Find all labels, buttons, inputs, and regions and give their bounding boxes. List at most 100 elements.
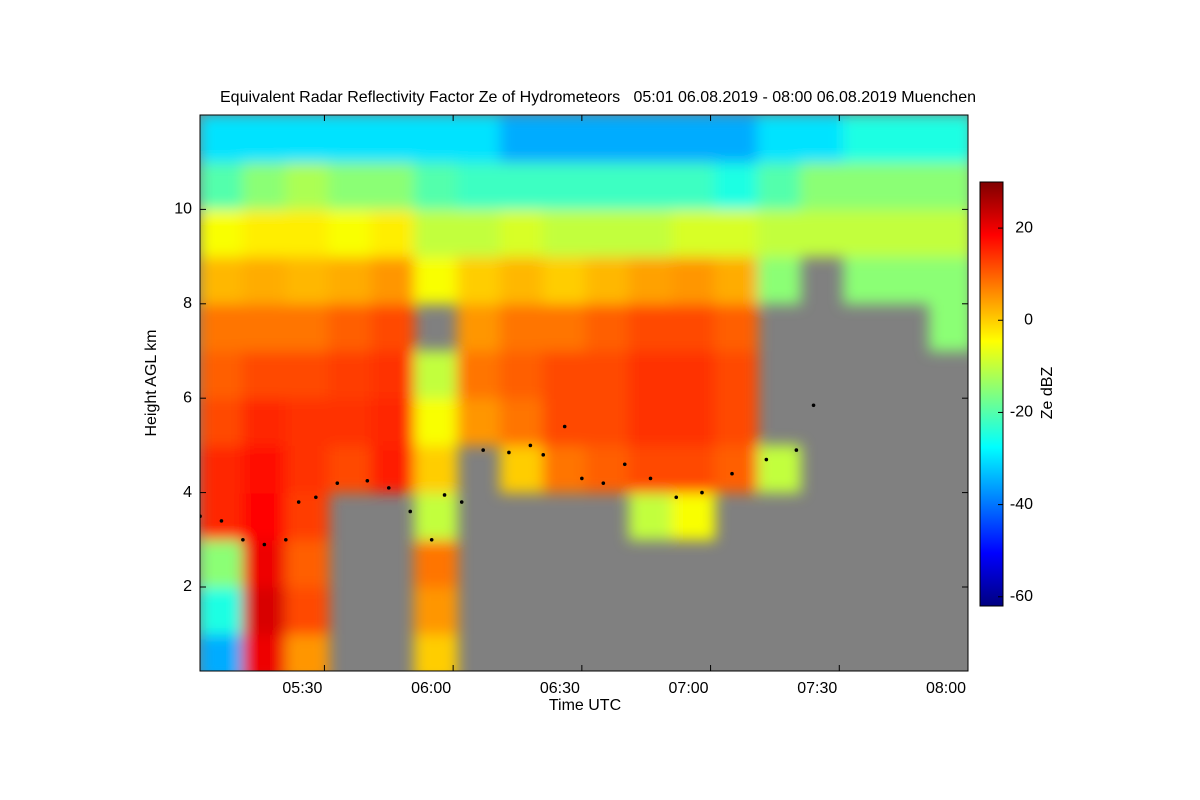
- heatmap-cell: [242, 492, 287, 541]
- heatmap-cell: [542, 256, 587, 305]
- colorbar-tick-label: -60: [1010, 588, 1033, 605]
- heatmap-cell: [499, 161, 544, 210]
- heatmap-cell: [671, 444, 716, 494]
- heatmap-cell: [328, 303, 373, 352]
- x-tick-label: 08:00: [926, 680, 966, 697]
- heatmap-cell: [628, 444, 673, 494]
- heatmap-cell: [371, 208, 416, 258]
- heatmap-cell: [242, 256, 287, 305]
- overlay-point: [648, 476, 653, 481]
- colorbar-tick-label: -40: [1010, 496, 1033, 513]
- overlay-point: [314, 495, 318, 500]
- heatmap-cell: [628, 350, 673, 399]
- heatmap-cell: [628, 161, 673, 210]
- heatmap-cell: [242, 397, 287, 446]
- heatmap-cell: [542, 115, 587, 163]
- heatmap-cell: [242, 586, 287, 635]
- heatmap-cell: [757, 444, 802, 494]
- heatmap-cell: [371, 350, 416, 399]
- heatmap-cell: [285, 539, 330, 588]
- heatmap-cell: [671, 397, 716, 446]
- heatmap-cell: [200, 208, 244, 258]
- heatmap-cell: [757, 208, 802, 258]
- heatmap-cell: [885, 115, 930, 163]
- overlay-point: [528, 443, 533, 448]
- heatmap-cell: [371, 256, 416, 305]
- heatmap-cell: [585, 256, 630, 305]
- heatmap-cell: [671, 115, 716, 163]
- heatmap-cell: [328, 256, 373, 305]
- heatmap-cell: [628, 303, 673, 352]
- overlay-point: [296, 500, 301, 504]
- overlay-point: [562, 424, 567, 429]
- x-tick-label: 06:00: [411, 680, 451, 697]
- heatmap-cell: [628, 256, 673, 305]
- heatmap-cell: [285, 256, 330, 305]
- heatmap-cell: [928, 115, 968, 163]
- heatmap-cell: [328, 444, 373, 494]
- y-tick-label: 2: [183, 578, 192, 595]
- heatmap-cell: [456, 303, 501, 352]
- heatmap-cell: [371, 397, 416, 446]
- heatmap-cell: [843, 256, 887, 305]
- heatmap-cell: [585, 161, 630, 210]
- heatmap-cell: [928, 161, 968, 210]
- heatmap-cell: [800, 115, 845, 163]
- overlay-point: [622, 462, 627, 467]
- overlay-point: [386, 486, 391, 490]
- overlay-point: [335, 481, 340, 485]
- heatmap-cell: [499, 115, 544, 163]
- heatmap-cell: [671, 256, 716, 305]
- heatmap-cell: [371, 444, 416, 494]
- heatmap-cell: [714, 303, 759, 352]
- heatmap-cell: [414, 444, 458, 494]
- heatmap-cell: [628, 208, 673, 258]
- heatmap-cell: [285, 161, 330, 210]
- heatmap-cell: [242, 303, 287, 352]
- heatmap-cell: [757, 115, 802, 163]
- overlay-point: [601, 481, 606, 485]
- x-axis-label: Time UTC: [549, 697, 621, 714]
- heatmap-cell: [414, 586, 458, 635]
- overlay-point: [700, 490, 704, 495]
- heatmap-cell: [800, 161, 845, 210]
- y-tick-label: 4: [183, 484, 192, 501]
- overlay-point: [674, 495, 679, 500]
- heatmap-cell: [714, 397, 759, 446]
- heatmap-cell: [285, 444, 330, 494]
- heatmap-cell: [414, 633, 458, 671]
- heatmap-cell: [200, 256, 244, 305]
- heatmap-cell: [414, 208, 458, 258]
- overlay-point: [241, 537, 245, 542]
- heatmap-cell: [585, 350, 630, 399]
- heatmap-cell: [456, 115, 501, 163]
- heatmap-cell: [456, 397, 501, 446]
- heatmap-cell: [200, 115, 244, 163]
- overlay-point: [365, 478, 370, 483]
- heatmap-cell: [585, 303, 630, 352]
- heatmap-cell: [542, 350, 587, 399]
- heatmap-cell: [843, 208, 887, 258]
- heatmap-cell: [285, 115, 330, 163]
- heatmap-cell: [585, 397, 630, 446]
- heatmap-cell: [671, 492, 716, 541]
- heatmap-cell: [671, 350, 716, 399]
- heatmap-cell: [200, 539, 244, 588]
- heatmap-cell: [714, 208, 759, 258]
- heatmap-cell: [499, 444, 544, 494]
- heatmap-cell: [671, 161, 716, 210]
- heatmap-cell: [242, 444, 287, 494]
- overlay-point: [811, 403, 816, 408]
- heatmap-cell: [242, 539, 287, 588]
- heatmap-cell: [542, 303, 587, 352]
- overlay-point: [730, 471, 734, 476]
- colorbar-tick-label: -20: [1010, 404, 1033, 421]
- y-tick-label: 10: [174, 201, 192, 218]
- heatmap-cell: [414, 161, 458, 210]
- heatmap-cell: [285, 208, 330, 258]
- overlay-point: [764, 457, 769, 462]
- x-tick-label: 07:00: [669, 680, 709, 697]
- heatmap-cell: [200, 397, 244, 446]
- y-axis-label: Height AGL km: [143, 329, 160, 436]
